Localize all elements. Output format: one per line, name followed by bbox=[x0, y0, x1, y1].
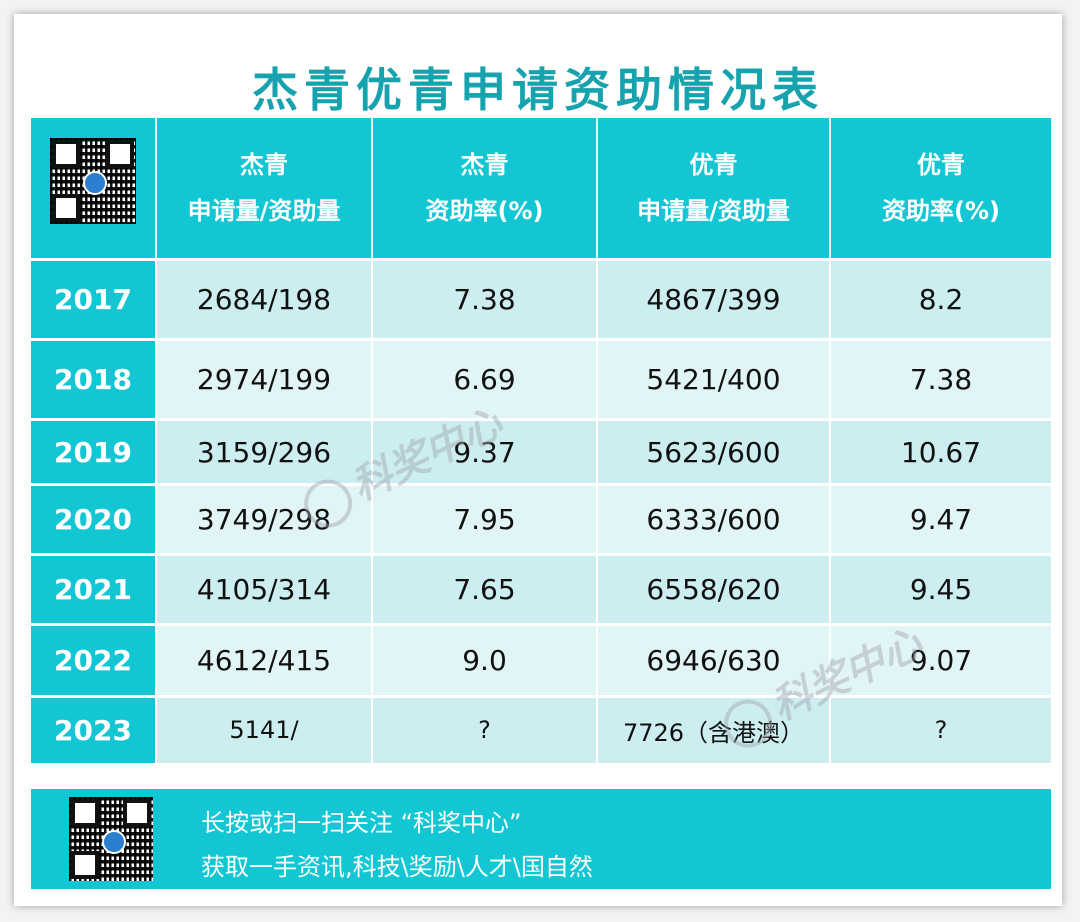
table-card: 杰青优青申请资助情况表 杰青 申请量/资助量 杰青 资助率(%) bbox=[14, 14, 1062, 906]
header-jq-rate: 杰青 资助率(%) bbox=[372, 118, 598, 260]
yq-apply-cell: 5623/600 bbox=[597, 419, 831, 485]
jq-rate-cell: 7.38 bbox=[372, 259, 598, 340]
jq-apply-cell: 3749/298 bbox=[156, 484, 373, 555]
year-cell: 2020 bbox=[31, 484, 157, 555]
footer-follow-text: 长按或扫一扫关注 “科奖中心” bbox=[201, 809, 522, 837]
qr-code-icon[interactable] bbox=[69, 797, 153, 881]
table-row: 2019 3159/296 9.37 5623/600 10.67 bbox=[31, 419, 1051, 485]
yq-rate-cell: 9.47 bbox=[830, 484, 1051, 555]
jq-rate-cell: 7.65 bbox=[372, 554, 598, 625]
jq-apply-cell: 4105/314 bbox=[156, 554, 373, 625]
year-cell: 2018 bbox=[31, 339, 157, 420]
footer-banner: 长按或扫一扫关注 “科奖中心” 获取一手资讯,科技\奖励\人才\国自然 bbox=[31, 789, 1051, 889]
qr-code-icon[interactable] bbox=[50, 137, 136, 224]
yq-rate-cell: 10.67 bbox=[830, 419, 1051, 485]
table-row: 2022 4612/415 9.0 6946/630 9.07 bbox=[31, 624, 1051, 697]
year-cell: 2017 bbox=[31, 259, 157, 340]
page-title: 杰青优青申请资助情况表 bbox=[252, 63, 824, 117]
jq-apply-cell: 2684/198 bbox=[156, 259, 373, 340]
yq-rate-cell: 8.2 bbox=[830, 259, 1051, 340]
year-cell: 2019 bbox=[31, 419, 157, 485]
jq-apply-cell: 4612/415 bbox=[156, 624, 373, 697]
table-row: 2020 3749/298 7.95 6333/600 9.47 bbox=[31, 484, 1051, 555]
jq-rate-cell: 6.69 bbox=[372, 339, 598, 420]
jq-rate-cell: 9.37 bbox=[372, 419, 598, 485]
table-row: 2023 5141/ ? 7726（含港澳） ? bbox=[31, 696, 1051, 763]
table-header-row: 杰青 申请量/资助量 杰青 资助率(%) 优青 申请量/资助量 优青 资助率(%… bbox=[31, 118, 1051, 260]
jq-apply-cell: 2974/199 bbox=[156, 339, 373, 420]
header-yq-rate: 优青 资助率(%) bbox=[830, 118, 1051, 260]
footer-info-text: 获取一手资讯,科技\奖励\人才\国自然 bbox=[201, 853, 593, 881]
table-row: 2017 2684/198 7.38 4867/399 8.2 bbox=[31, 259, 1051, 340]
jq-apply-cell: 3159/296 bbox=[156, 419, 373, 485]
year-cell: 2022 bbox=[31, 624, 157, 697]
jq-apply-cell: 5141/ bbox=[156, 696, 373, 763]
yq-apply-cell: 6558/620 bbox=[597, 554, 831, 625]
yq-rate-cell: 9.45 bbox=[830, 554, 1051, 625]
yq-apply-cell: 6333/600 bbox=[597, 484, 831, 555]
yq-apply-cell: 7726（含港澳） bbox=[597, 696, 831, 763]
year-cell: 2023 bbox=[31, 696, 157, 763]
yq-rate-cell: 7.38 bbox=[830, 339, 1051, 420]
yq-rate-cell: ? bbox=[830, 696, 1051, 763]
yq-apply-cell: 6946/630 bbox=[597, 624, 831, 697]
yq-apply-cell: 5421/400 bbox=[597, 339, 831, 420]
data-table-area: 杰青 申请量/资助量 杰青 资助率(%) 优青 申请量/资助量 优青 资助率(%… bbox=[31, 118, 1051, 786]
year-cell: 2021 bbox=[31, 554, 157, 625]
header-jq-apply: 杰青 申请量/资助量 bbox=[156, 118, 373, 260]
jq-rate-cell: 9.0 bbox=[372, 624, 598, 697]
table-row: 2018 2974/199 6.69 5421/400 7.38 bbox=[31, 339, 1051, 420]
yq-rate-cell: 9.07 bbox=[830, 624, 1051, 697]
yq-apply-cell: 4867/399 bbox=[597, 259, 831, 340]
jq-rate-cell: ? bbox=[372, 696, 598, 763]
table-row: 2021 4105/314 7.65 6558/620 9.45 bbox=[31, 554, 1051, 625]
funding-table: 杰青 申请量/资助量 杰青 资助率(%) 优青 申请量/资助量 优青 资助率(%… bbox=[31, 118, 1051, 763]
header-yq-apply: 优青 申请量/资助量 bbox=[597, 118, 831, 260]
header-qr-cell bbox=[31, 118, 157, 260]
jq-rate-cell: 7.95 bbox=[372, 484, 598, 555]
